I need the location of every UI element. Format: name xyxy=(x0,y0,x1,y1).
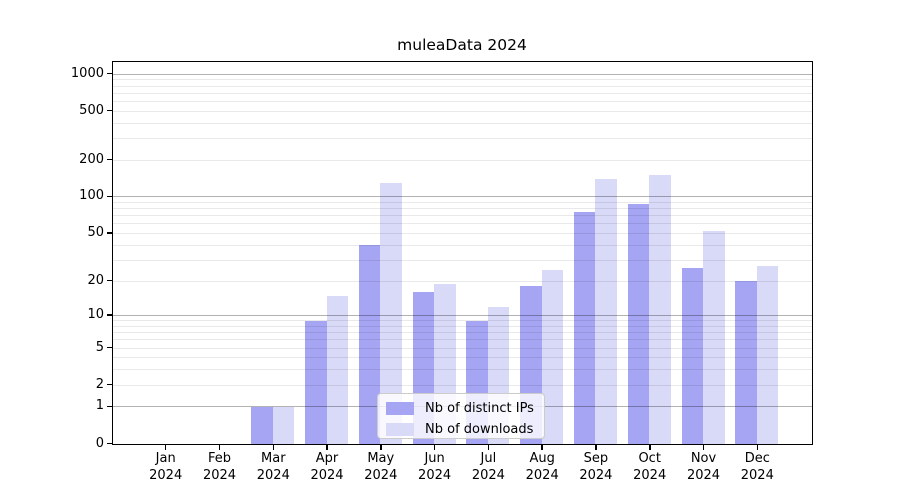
bar-nb-of-distinct-ips-mar-2024 xyxy=(251,406,273,444)
gridline-6 xyxy=(112,339,812,341)
y-tick-label-2: 2 xyxy=(95,376,104,392)
x-tick-label-aug-2024: Aug 2024 xyxy=(525,451,559,483)
bar-nb-of-downloads-mar-2024 xyxy=(272,406,295,444)
gridline-1000 xyxy=(112,73,812,75)
gridline-3 xyxy=(112,369,812,371)
gridline-9 xyxy=(112,320,812,322)
bar-nb-of-downloads-sep-2024 xyxy=(595,179,617,444)
y-tick-label-50: 50 xyxy=(87,225,104,240)
gridline-900 xyxy=(112,79,812,81)
legend-item-downloads: Nb of downloads xyxy=(378,420,544,439)
gridline-70 xyxy=(112,215,812,217)
y-tick-mark-2 xyxy=(106,383,112,386)
gridline-40 xyxy=(112,244,812,246)
x-tick-label-oct-2024: Oct 2024 xyxy=(633,451,667,483)
x-tick-mark-jan-2024 xyxy=(164,445,167,450)
gridline-600 xyxy=(112,100,812,102)
y-tick-label-100: 100 xyxy=(79,188,104,204)
x-tick-mark-nov-2024 xyxy=(702,445,705,450)
x-tick-label-may-2024: May 2024 xyxy=(364,451,398,483)
gridline-10 xyxy=(112,315,812,317)
bar-nb-of-distinct-ips-may-2024 xyxy=(358,245,381,444)
gridline-90 xyxy=(112,202,812,203)
gridline-300 xyxy=(112,137,812,139)
gridline-50 xyxy=(112,233,812,234)
gridline-60 xyxy=(112,223,812,225)
x-tick-mark-feb-2024 xyxy=(218,445,221,450)
x-tick-label-apr-2024: Apr 2024 xyxy=(310,451,344,483)
y-tick-label-200: 200 xyxy=(79,151,104,167)
y-tick-mark-100 xyxy=(106,195,112,198)
gridline-80 xyxy=(112,208,812,210)
bar-nb-of-distinct-ips-sep-2024 xyxy=(573,212,596,444)
legend-label-downloads: Nb of downloads xyxy=(425,422,534,437)
gridline-400 xyxy=(112,122,812,124)
x-tick-label-jul-2024: Jul 2024 xyxy=(471,451,505,483)
y-tick-label-20: 20 xyxy=(87,272,104,288)
gridline-700 xyxy=(112,92,812,94)
x-tick-mark-may-2024 xyxy=(380,445,382,450)
y-tick-label-10: 10 xyxy=(87,307,104,323)
y-tick-label-1: 1 xyxy=(95,398,104,414)
bar-nb-of-distinct-ips-nov-2024 xyxy=(681,267,703,444)
y-tick-label-0: 0 xyxy=(95,435,104,451)
y-tick-label-5: 5 xyxy=(95,339,104,355)
bar-nb-of-distinct-ips-apr-2024 xyxy=(305,320,327,444)
bar-nb-of-downloads-aug-2024 xyxy=(541,269,564,444)
gridline-20 xyxy=(112,280,812,282)
gridline-4 xyxy=(112,357,812,359)
gridline-2 xyxy=(112,384,812,386)
x-tick-label-nov-2024: Nov 2024 xyxy=(686,451,721,483)
x-tick-mark-dec-2024 xyxy=(756,445,758,450)
bar-nb-of-downloads-dec-2024 xyxy=(756,265,779,444)
legend-swatch-downloads xyxy=(386,423,414,436)
y-tick-mark-10 xyxy=(106,314,112,316)
plot-area xyxy=(111,61,813,445)
gridline-8 xyxy=(112,325,812,327)
x-tick-label-jan-2024: Jan 2024 xyxy=(149,451,183,483)
gridline-800 xyxy=(112,85,812,87)
bar-nb-of-distinct-ips-dec-2024 xyxy=(735,281,757,444)
bar-nb-of-downloads-nov-2024 xyxy=(703,231,725,444)
x-tick-label-sep-2024: Sep 2024 xyxy=(579,451,613,483)
y-tick-mark-50 xyxy=(106,232,112,234)
x-tick-mark-mar-2024 xyxy=(272,445,274,450)
bar-nb-of-downloads-apr-2024 xyxy=(326,295,348,444)
gridline-5 xyxy=(112,347,812,349)
x-tick-mark-aug-2024 xyxy=(541,445,543,450)
x-tick-label-jun-2024: Jun 2024 xyxy=(418,451,452,483)
legend-swatch-distinct-ips xyxy=(386,402,414,415)
y-tick-mark-1 xyxy=(106,405,112,408)
y-tick-mark-5 xyxy=(106,346,112,349)
bar-nb-of-downloads-oct-2024 xyxy=(649,175,671,444)
y-tick-mark-1000 xyxy=(106,72,112,75)
y-tick-mark-200 xyxy=(106,158,112,161)
y-tick-label-500: 500 xyxy=(79,102,104,118)
x-tick-mark-apr-2024 xyxy=(326,445,328,450)
gridline-200 xyxy=(112,159,812,161)
legend-item-distinct-ips: Nb of distinct IPs xyxy=(378,399,544,418)
legend: Nb of distinct IPs Nb of downloads xyxy=(377,393,545,439)
chart-title: muleaData 2024 xyxy=(397,36,527,54)
x-tick-mark-sep-2024 xyxy=(595,445,597,450)
gridline-7 xyxy=(112,332,812,334)
gridline-100 xyxy=(112,196,812,198)
y-tick-mark-0 xyxy=(106,442,112,445)
y-tick-mark-20 xyxy=(106,279,112,282)
x-tick-mark-jun-2024 xyxy=(433,445,436,450)
x-tick-label-dec-2024: Dec 2024 xyxy=(740,451,774,483)
y-tick-label-1000: 1000 xyxy=(70,65,104,81)
bar-nb-of-distinct-ips-oct-2024 xyxy=(627,203,650,444)
gridline-30 xyxy=(112,259,812,261)
x-tick-mark-jul-2024 xyxy=(487,445,490,450)
x-tick-label-feb-2024: Feb 2024 xyxy=(202,451,237,483)
bar-nb-of-downloads-may-2024 xyxy=(380,182,402,444)
x-tick-label-mar-2024: Mar 2024 xyxy=(256,451,290,483)
gridline-500 xyxy=(112,110,812,112)
y-tick-mark-500 xyxy=(106,109,112,112)
legend-label-distinct-ips: Nb of distinct IPs xyxy=(425,401,534,416)
x-tick-mark-oct-2024 xyxy=(649,445,651,450)
